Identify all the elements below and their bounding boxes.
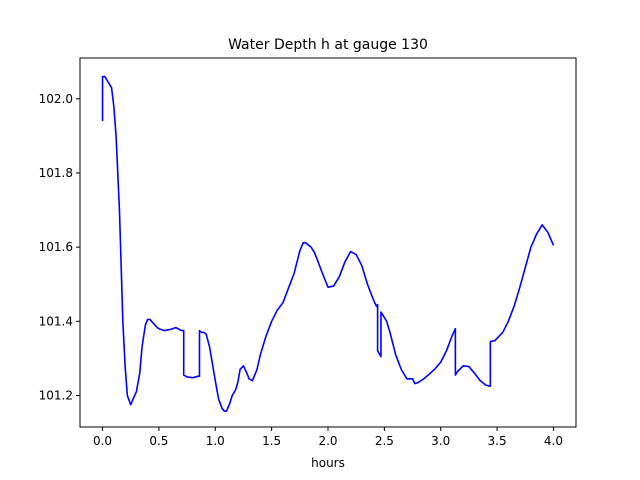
y-tick-label: 101.4 [39, 314, 73, 328]
x-tick-label: 2.0 [318, 434, 337, 448]
x-tick-label: 4.0 [544, 434, 563, 448]
x-tick-label: 3.0 [431, 434, 450, 448]
y-tick-label: 101.6 [39, 240, 73, 254]
plot-area [101, 75, 555, 412]
y-tick-label: 101.2 [39, 388, 73, 402]
x-tick-label: 0.5 [149, 434, 168, 448]
y-tick-label: 102.0 [39, 92, 73, 106]
x-tick-label: 3.5 [488, 434, 507, 448]
x-axis: 0.0 0.5 1.0 1.5 2.0 2.5 3.0 3.5 4.0 [93, 427, 563, 448]
x-tick-label: 2.5 [375, 434, 394, 448]
y-axis: 101.2 101.4 101.6 101.8 102.0 [39, 92, 80, 402]
x-tick-label: 1.0 [206, 434, 225, 448]
x-tick-label: 0.0 [93, 434, 112, 448]
x-axis-label: hours [311, 456, 345, 470]
y-tick-label: 101.8 [39, 166, 73, 180]
chart-title: Water Depth h at gauge 130 [228, 37, 428, 53]
x-tick-label: 1.5 [262, 434, 281, 448]
series-line [101, 75, 555, 412]
